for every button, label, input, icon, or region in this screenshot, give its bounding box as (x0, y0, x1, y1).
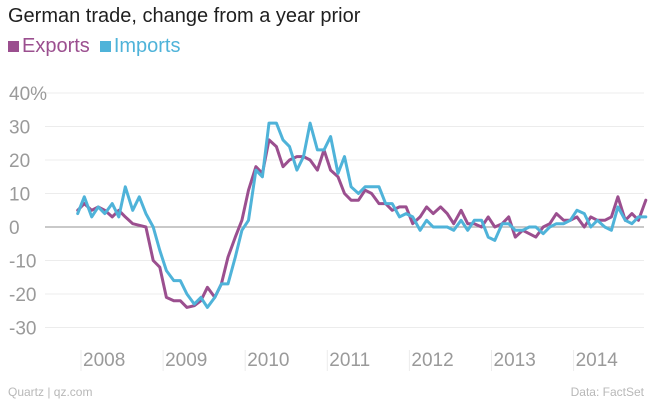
x-tick-label: 2011 (329, 350, 370, 371)
legend-swatch-exports (8, 41, 19, 52)
y-tick-label: 0 (9, 218, 20, 239)
x-tick-label: 2008 (83, 350, 125, 371)
y-tick-label: 20 (9, 151, 30, 172)
chart-title: German trade, change from a year prior (8, 5, 361, 27)
legend-item-exports: Exports (8, 35, 90, 58)
series-line-imports (76, 121, 648, 309)
grid-layer (45, 92, 644, 371)
series-layer (76, 121, 648, 309)
x-tick-label: 2009 (165, 350, 207, 371)
series-line-exports (76, 138, 648, 309)
legend-label-imports: Imports (113, 35, 181, 57)
data-source: Data: FactSet (570, 385, 644, 399)
legend-label-exports: Exports (22, 35, 90, 57)
legend-swatch-imports (99, 41, 111, 52)
y-tick-label: -10 (9, 252, 36, 273)
x-tick-label: 2012 (411, 350, 453, 371)
y-tick-label: -20 (9, 285, 36, 306)
source-credit: Quartz | qz.com (8, 385, 93, 399)
y-tick-label: 40% (9, 84, 47, 105)
x-tick-label: 2014 (576, 350, 619, 371)
chart-legend: Exports Imports (8, 35, 191, 58)
x-tick-label: 2013 (494, 350, 536, 371)
y-tick-label: 10 (9, 185, 30, 206)
y-tick-label: -30 (9, 319, 36, 340)
y-tick-label: 30 (9, 118, 30, 139)
x-tick-label: 2010 (247, 350, 289, 371)
legend-item-imports: Imports (99, 35, 181, 58)
